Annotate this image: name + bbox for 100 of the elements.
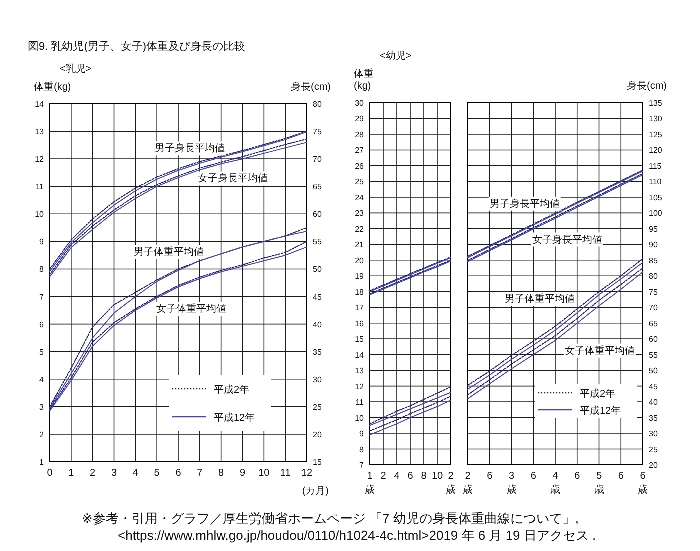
xtick: 12 (301, 468, 313, 479)
y2tick: 105 (649, 193, 662, 202)
xtick: 10 (432, 471, 444, 482)
ytick: 23 (355, 209, 364, 218)
xtick: 4 (132, 468, 138, 479)
annotation: 男子身長平均値 (490, 198, 560, 210)
ytick: 26 (355, 162, 364, 171)
legend-label: 平成12年 (214, 413, 256, 424)
ytick: 19 (355, 272, 364, 282)
xtick: 4 (394, 471, 400, 482)
y2tick: 70 (649, 304, 658, 313)
ytick: 22 (355, 224, 364, 234)
xtick: 8 (218, 468, 224, 479)
y2label: 身長(cm) (291, 82, 331, 93)
xtick: 7 (197, 468, 203, 479)
annotation: 女子体重平均値 (156, 304, 227, 316)
y2tick: 35 (313, 348, 322, 357)
ytick: 1 (40, 458, 44, 467)
y2tick: 50 (313, 265, 322, 274)
xtick: 6 (176, 468, 182, 479)
y2tick: 40 (313, 320, 322, 330)
y2tick: 80 (313, 100, 322, 109)
y2tick: 25 (649, 445, 658, 454)
xtick: 5 (154, 468, 160, 479)
annotation: 男子身長平均値 (155, 144, 226, 155)
ytick: 11 (356, 398, 364, 408)
y2tick: 45 (649, 382, 658, 392)
xtick: 6 (618, 471, 624, 482)
ytick: 9 (360, 430, 364, 439)
xtick: 2 (90, 468, 96, 479)
y2tick: 75 (649, 288, 658, 297)
subtitle: <幼児> (380, 51, 412, 62)
annotation: 女子身長平均値 (198, 174, 268, 185)
y2tick: 75 (313, 128, 322, 137)
note: ※参考・引用・グラフ／厚生労働省ホームページ 「7 幼児の身長体重曲線について」, <https://www.mhlw.go.jp/houdou/0110/h1024-4c.html>2019 年 6 月 19 日アクセス . (82, 511, 596, 543)
xtick: 10 (258, 468, 270, 479)
legend-label: 平成12年 (580, 406, 622, 417)
y2tick: 40 (649, 398, 658, 408)
legend-label: 平成2年 (580, 389, 616, 400)
ytick: 7 (360, 461, 364, 470)
title: 図9. 乳幼児(男子、女子)体重及び身長の比較 (28, 41, 246, 53)
xtick: 5 歳 (594, 471, 604, 496)
ytick: 21 (355, 240, 364, 250)
y2tick: 110 (649, 178, 662, 187)
y2tick: 95 (649, 224, 658, 234)
ytick: 3 (40, 402, 44, 412)
xtick: 2 歳 (446, 471, 456, 496)
ytick: 20 (355, 256, 364, 266)
y2tick: 30 (313, 375, 322, 384)
y2tick: 55 (649, 350, 658, 360)
xlabel: (カ月) (302, 486, 329, 497)
xtick: 2 歳 (463, 471, 473, 496)
ytick: 7 (40, 292, 44, 302)
y2tick: 35 (649, 414, 658, 423)
ytick: 14 (355, 350, 364, 360)
xtick: 6 (408, 471, 414, 482)
xtick: 1 (68, 468, 74, 479)
ytick: 10 (35, 210, 44, 220)
legend-label: 平成2年 (214, 385, 250, 396)
subtitle: <乳児> (60, 64, 92, 75)
y2tick: 130 (649, 114, 662, 124)
y2tick: 15 (313, 458, 322, 467)
y2label: 身長(cm) (627, 81, 667, 92)
ytick: 2 (40, 430, 44, 440)
xtick: 1 歳 (365, 471, 375, 496)
ytick: 8 (360, 445, 364, 454)
ytick: 4 (40, 375, 44, 384)
xtick: 9 (240, 468, 246, 479)
y2tick: 80 (649, 272, 658, 282)
y2tick: 125 (649, 130, 662, 140)
ytick: 12 (35, 155, 44, 164)
xtick: 6 (530, 471, 536, 482)
ytick: 17 (355, 304, 364, 313)
ylabel: 体重 (kg) (354, 69, 374, 92)
y2tick: 65 (649, 319, 658, 328)
xtick: 11 (280, 468, 291, 479)
annotation: 女子体重平均値 (564, 346, 635, 357)
annotation: 男子体重平均値 (134, 247, 204, 258)
y2tick: 115 (649, 162, 662, 171)
y2tick: 50 (649, 366, 658, 376)
ytick: 30 (355, 99, 364, 108)
ytick: 9 (40, 238, 44, 247)
xtick: 3 (111, 468, 118, 479)
ytick: 15 (355, 335, 364, 344)
ytick: 11 (36, 182, 44, 192)
xtick: 0 (47, 468, 53, 479)
xtick: 2 (380, 471, 386, 482)
annotation: 女子身長平均値 (532, 234, 602, 246)
ytick: 27 (355, 146, 364, 156)
y2tick: 120 (649, 146, 662, 156)
y2tick: 135 (649, 99, 662, 108)
xtick: 3 歳 (506, 471, 517, 496)
y2tick: 100 (649, 209, 662, 218)
y2tick: 70 (313, 155, 322, 164)
y2tick: 25 (313, 402, 322, 412)
y2tick: 55 (313, 238, 322, 247)
ytick: 16 (355, 319, 364, 328)
xtick: 8 (421, 471, 427, 482)
y2tick: 20 (313, 430, 322, 440)
ytick: 8 (40, 265, 44, 274)
